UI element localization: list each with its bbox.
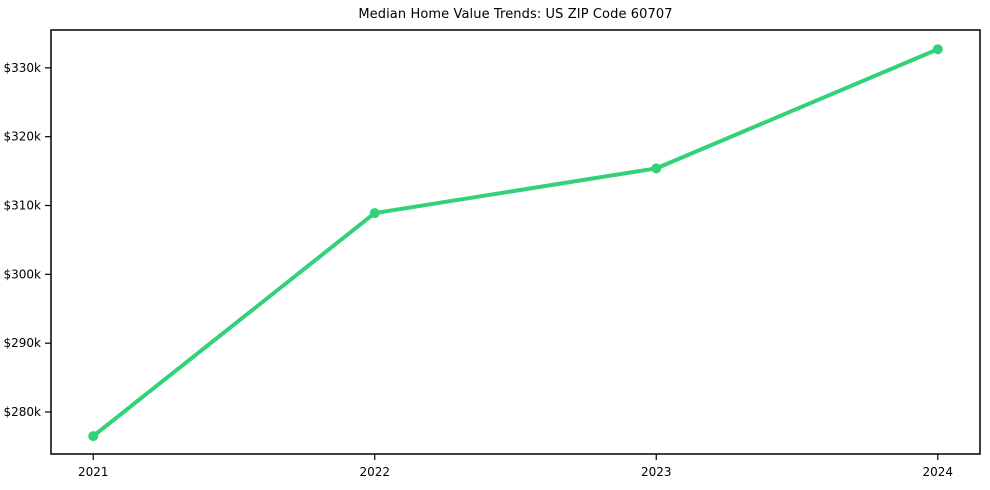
data-point-marker [651,163,662,174]
data-point-marker [932,44,943,55]
y-tick-label: $330k [4,61,42,75]
x-tick-label: 2021 [78,465,109,479]
x-tick-label: 2023 [641,465,672,479]
y-tick-label: $290k [4,336,42,350]
y-tick-label: $280k [4,405,42,419]
chart-title: Median Home Value Trends: US ZIP Code 60… [358,7,673,22]
x-tick-label: 2024 [922,465,953,479]
y-tick-label: $320k [4,130,42,144]
data-point-marker [369,208,380,219]
data-point-marker [88,431,99,442]
x-tick-label: 2022 [359,465,390,479]
y-tick-label: $300k [4,267,42,281]
plot-frame [50,29,981,455]
y-tick-label: $310k [4,199,42,213]
trend-line [91,47,940,439]
